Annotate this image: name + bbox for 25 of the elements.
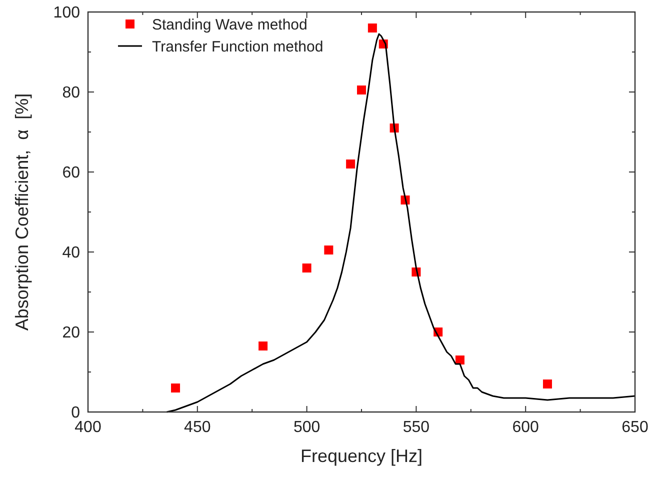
legend-label: Transfer Function method (152, 38, 324, 56)
point (171, 384, 180, 392)
point (258, 342, 268, 350)
point (346, 160, 356, 168)
y-tick-label: 40 (62, 244, 80, 262)
point (542, 380, 552, 388)
x-tick-label: 650 (622, 419, 648, 436)
point (357, 86, 366, 94)
y-tick-label: 20 (62, 324, 80, 342)
x-tick-label: 400 (74, 419, 102, 436)
y-tick-label: 100 (53, 4, 80, 22)
x-tick-label: 450 (184, 419, 211, 436)
y-tick-label: 0 (71, 404, 80, 422)
x-axis-title: Frequency [Hz] (300, 446, 423, 466)
point (455, 356, 464, 364)
y-axis-title: Absorption Coefficient, α [%] (12, 93, 32, 331)
y-tick-label: 60 (62, 164, 80, 182)
point (324, 246, 334, 254)
x-tick-label: 600 (512, 419, 540, 436)
point (368, 24, 377, 32)
y-tick-label: 80 (62, 84, 80, 102)
x-tick-label: 550 (402, 419, 430, 436)
legend-label: Standing Wave method (152, 16, 308, 34)
x-tick-label: 500 (293, 419, 320, 436)
point (302, 264, 312, 272)
